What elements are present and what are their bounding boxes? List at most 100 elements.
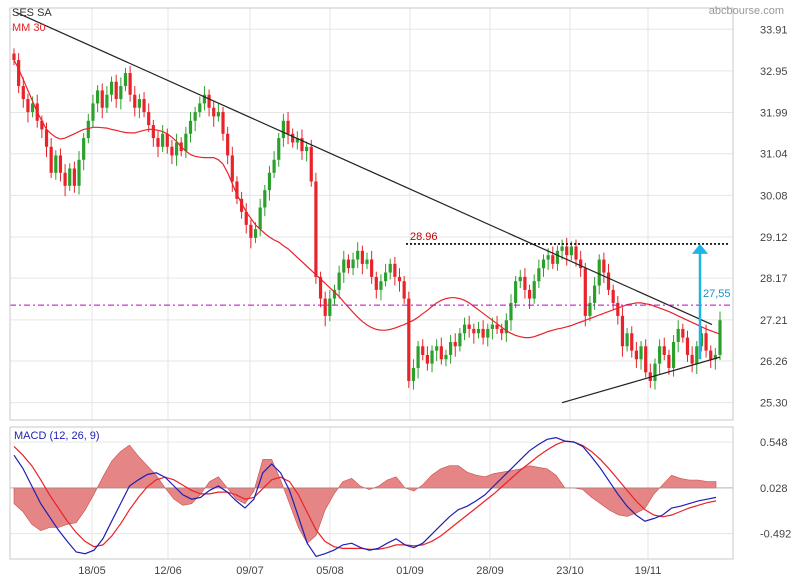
candle-down: [286, 120, 290, 134]
candle-down: [314, 181, 318, 277]
candle-down: [681, 328, 685, 338]
candle-down: [467, 324, 471, 329]
candle-up: [639, 346, 643, 360]
candle-up: [435, 346, 439, 351]
price-panel: [12, 48, 722, 390]
candle-up: [541, 259, 546, 269]
candle-up: [82, 138, 86, 160]
candle-down: [151, 125, 155, 139]
candle-up: [671, 341, 676, 368]
candle-down: [565, 246, 569, 256]
ma30-line: [13, 59, 721, 339]
candle-up: [68, 168, 72, 186]
candle-down: [611, 289, 615, 303]
candle-up: [96, 90, 100, 104]
chart-grid: [10, 8, 733, 559]
candle-down: [249, 224, 253, 238]
candle-down: [12, 53, 16, 61]
candle-up: [328, 298, 332, 316]
resistance-label: 28.96: [410, 231, 438, 243]
macd-panel: [10, 436, 733, 558]
downtrend-line: [15, 11, 713, 326]
ma-legend: MM 30: [12, 22, 46, 34]
candle-down: [100, 90, 104, 108]
candle-up: [444, 354, 448, 360]
candle-down: [63, 172, 67, 186]
candle-down: [291, 133, 295, 143]
candle-down: [370, 259, 374, 277]
candle-down: [44, 129, 49, 147]
x-tick-label: 05/08: [316, 565, 344, 577]
candle-down: [128, 73, 132, 95]
candle-up: [555, 250, 560, 264]
candle-up: [546, 255, 550, 260]
candle-down: [527, 289, 532, 299]
price-y-tick-label: 26.26: [760, 356, 788, 368]
candle-down: [244, 211, 248, 225]
candle-down: [453, 341, 457, 347]
candle-down: [72, 168, 76, 186]
candle-down: [40, 120, 44, 130]
candle-up: [379, 281, 383, 290]
candle-up: [569, 246, 573, 256]
candle-up: [109, 81, 114, 95]
candle-up: [161, 133, 165, 147]
x-tick-label: 18/05: [78, 565, 106, 577]
candle-up: [86, 120, 90, 139]
axis-ticks: 18/05 12/06 09/07 05/08 01/09 28/09 23/10 19/11…: [78, 24, 791, 577]
macd-line: [13, 436, 717, 558]
candle-down: [644, 346, 648, 373]
candle-up: [486, 328, 490, 338]
candle-up: [184, 133, 188, 152]
candle-up: [658, 346, 662, 364]
macd-histogram: [13, 444, 717, 544]
price-y-tick-label: 31.04: [760, 149, 788, 161]
candle-down: [704, 333, 708, 351]
price-y-tick-label: 30.08: [760, 190, 788, 202]
candle-up: [216, 112, 220, 117]
macd-panel-frame: [9, 426, 734, 560]
candle-down: [165, 133, 169, 147]
candle-down: [309, 146, 313, 182]
candle-down: [393, 263, 397, 277]
candle-down: [49, 146, 53, 173]
candle-down: [207, 94, 211, 108]
price-y-tick-label: 32.95: [760, 66, 788, 78]
candle-up: [356, 250, 360, 260]
candle-up: [430, 350, 434, 364]
candle-up: [295, 138, 299, 143]
candle-up: [588, 302, 592, 316]
candle-up: [592, 285, 597, 303]
candle-up: [462, 324, 467, 334]
candle-down: [620, 315, 625, 347]
price-y-tick-label: 29.12: [760, 232, 788, 244]
candle-up: [54, 155, 58, 173]
candle-down: [667, 354, 671, 368]
candle-up: [123, 73, 128, 87]
candle-down: [397, 276, 402, 282]
candle-up: [695, 346, 699, 364]
macd-y-tick-label: 0.548: [760, 437, 788, 449]
candle-up: [30, 103, 35, 113]
candle-down: [630, 333, 634, 351]
candle-up: [105, 94, 109, 108]
candle-down: [318, 276, 323, 299]
candle-up: [504, 320, 508, 334]
candle-up: [198, 103, 202, 113]
candle-down: [21, 86, 25, 100]
price-panel-frame: [9, 7, 734, 421]
candle-down: [407, 298, 411, 381]
candle-up: [351, 259, 355, 269]
candle-up: [537, 268, 541, 282]
candle-up: [449, 341, 453, 355]
candle-down: [583, 268, 587, 316]
candle-down: [574, 246, 578, 260]
candle-up: [388, 263, 392, 273]
candle-down: [26, 99, 30, 113]
candle-down: [690, 354, 694, 364]
price-y-tick-label: 28.17: [760, 273, 788, 285]
macd-y-tick-label: 0.028: [760, 483, 788, 495]
candle-down: [212, 107, 216, 117]
candle-up: [253, 229, 258, 238]
